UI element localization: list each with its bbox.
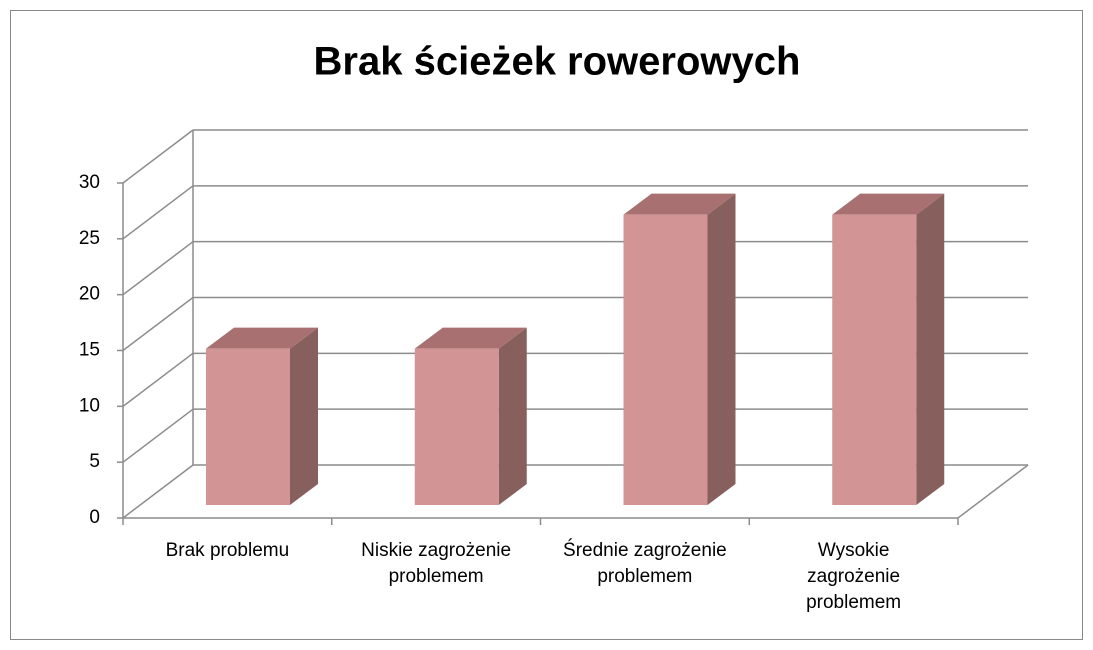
grid-line	[122, 185, 194, 240]
bar-side	[498, 327, 527, 505]
bar	[206, 348, 290, 505]
bar-top	[206, 327, 318, 349]
y-tick-label: 15	[79, 340, 100, 361]
x-tick-label: Wysokie zagrożenie problemem	[806, 540, 902, 613]
grid-line	[122, 464, 194, 519]
chart-title: Brak ścieżek rowerowych	[314, 40, 801, 84]
grid-line	[122, 352, 194, 407]
y-tick-label: 30	[79, 172, 100, 193]
x-tick-label: Brak problemu	[165, 540, 290, 561]
grid-line	[122, 296, 194, 352]
bar-side	[916, 193, 945, 505]
x-tick-label-box: Wysokie zagrożenie problemem	[806, 540, 902, 613]
x-tick-label: Średnie zagrożenie problemem	[563, 540, 727, 587]
y-tick-label: 0	[89, 507, 100, 528]
bar	[414, 348, 499, 505]
bar	[832, 214, 917, 505]
x-tick-label: Niskie zagrożenie problemem	[361, 540, 512, 587]
bar-side	[290, 327, 318, 505]
grid-line	[122, 241, 194, 296]
bar-top	[832, 193, 945, 215]
y-tick-label: 10	[79, 395, 100, 416]
bar-top	[623, 193, 736, 215]
y-tick-label: 20	[79, 284, 100, 305]
x-tick-label-box: Brak problemu	[165, 540, 290, 561]
grid-line	[122, 129, 194, 184]
bar-side	[707, 193, 736, 505]
y-tick-label: 5	[89, 451, 100, 472]
x-tick-label-box: Niskie zagrożenie problemem	[361, 540, 512, 587]
grid-line	[122, 408, 194, 463]
y-tick-label: 25	[79, 228, 100, 249]
bar-top	[414, 327, 527, 349]
x-tick-label-box: Średnie zagrożenie problemem	[563, 540, 727, 587]
bar	[623, 214, 708, 505]
